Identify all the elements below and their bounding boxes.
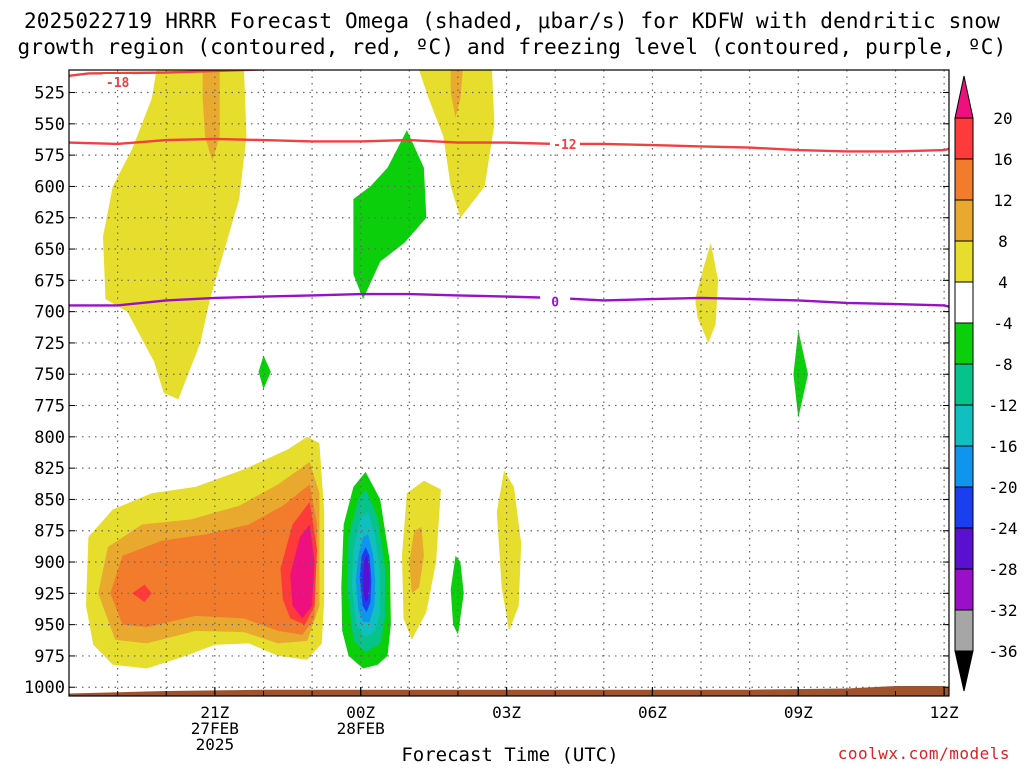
colorbar-label-0: 20	[993, 109, 1012, 128]
colorbar-swatch-6	[954, 363, 974, 406]
contour-line--18	[69, 70, 273, 77]
omega-region-6	[258, 355, 271, 390]
y-tick-label-10: 775	[34, 397, 65, 417]
y-tick-label-17: 950	[34, 616, 65, 636]
y-tick-label-7: 700	[34, 303, 65, 323]
omega-region-4	[353, 130, 427, 300]
colorbar-swatch-11	[954, 568, 974, 611]
omega-region-23	[496, 470, 522, 631]
omega-region-21	[409, 527, 424, 594]
x-tick-label-4-0: 09Z	[784, 703, 813, 722]
plot-area: -18 -12 0	[69, 70, 949, 696]
contour-label-bg-0	[540, 293, 571, 310]
x-tick-label-1-1: 28FEB	[337, 719, 385, 738]
colorbar-swatch-5	[954, 322, 974, 365]
omega-region-10	[110, 484, 317, 635]
x-tick-label-5-0: 12Z	[930, 703, 959, 722]
contour-label--12: -12	[553, 138, 576, 153]
axes-layer: 525 550 575 600 625 650 675 700 725 750 775 800 825 8…	[24, 69, 959, 754]
credit-text: coolwx.com/models	[837, 744, 1010, 763]
contour-label--18: -18	[106, 76, 130, 91]
colorbar-swatch-1	[954, 158, 974, 201]
colorbar-label-5: -4	[993, 314, 1012, 333]
plot-frame	[68, 69, 950, 697]
colorbar-label-7: -12	[989, 396, 1018, 415]
chart-title-line-1: 2025022719 HRRR Forecast Omega (shaded, …	[23, 9, 1001, 33]
colorbar-label-9: -20	[989, 478, 1018, 497]
x-axis-label: Forecast Time (UTC)	[401, 744, 619, 766]
y-tick-label-13: 850	[34, 490, 65, 510]
y-tick-label-5: 650	[34, 240, 65, 260]
omega-region-22	[450, 555, 464, 635]
chart-title-line-2: growth region (contoured, red, ºC) and f…	[17, 35, 1007, 59]
colorbar-swatch-12	[954, 609, 974, 652]
colorbar-label-13: -36	[989, 642, 1018, 661]
y-tick-label-19: 1000	[24, 678, 65, 698]
y-tick-label-8: 725	[34, 334, 65, 354]
contour-line-0	[69, 292, 949, 308]
y-tick-label-12: 825	[34, 459, 65, 479]
colorbar-swatch-0	[954, 117, 974, 160]
colorbar-swatch-2	[954, 199, 974, 242]
colorbar-label-10: -24	[989, 519, 1018, 538]
colorbar-swatch-8	[954, 445, 974, 488]
colorbar-label-6: -8	[993, 355, 1012, 374]
colorbar-label-3: 8	[998, 232, 1008, 251]
colorbar-label-12: -32	[989, 601, 1018, 620]
y-tick-label-3: 600	[34, 177, 65, 197]
y-tick-label-9: 750	[34, 365, 65, 385]
colorbar-over-triangle	[954, 75, 974, 119]
colorbar-label-8: -16	[989, 437, 1018, 456]
x-tick-label-2-0: 03Z	[492, 703, 521, 722]
omega-region-3	[450, 70, 463, 118]
y-tick-label-11: 800	[34, 428, 65, 448]
contour-label-bg--18	[102, 74, 133, 90]
omega-region-2	[419, 70, 495, 218]
contour-line--12	[69, 137, 949, 153]
y-tick-label-14: 875	[34, 522, 65, 542]
colorbar-label-2: 12	[993, 191, 1012, 210]
contour-label-bg--12	[549, 135, 580, 152]
y-tick-label-2: 575	[34, 146, 65, 166]
omega-region-0	[103, 70, 247, 400]
x-tick-label-0-1: 27FEB	[191, 719, 239, 738]
contour-label-0: 0	[551, 296, 559, 311]
chart-title: 2025022719 HRRR Forecast Omega (shaded, …	[0, 8, 1024, 60]
colorbar-under-triangle	[954, 650, 974, 692]
y-tick-label-1: 550	[34, 115, 65, 135]
omega-region-12	[290, 524, 315, 619]
y-tick-label-18: 975	[34, 647, 65, 667]
colorbar-swatch-4	[954, 281, 974, 324]
colorbar-label-11: -28	[989, 560, 1018, 579]
y-tick-label-0: 525	[34, 84, 65, 104]
colorbar-label-4: 4	[998, 273, 1008, 292]
colorbar-swatch-7	[954, 404, 974, 447]
colorbar-swatch-3	[954, 240, 974, 283]
terrain-fill	[69, 686, 949, 696]
omega-region-19	[363, 554, 370, 603]
y-tick-label-15: 900	[34, 553, 65, 573]
y-tick-label-6: 675	[34, 271, 65, 291]
plot-layer: -18 -12 0	[69, 70, 949, 696]
omega-region-7	[793, 330, 808, 419]
x-tick-label-0-0: 21Z	[200, 703, 229, 722]
colorbar: 20 16 12 8 4 -4 -8 -12 -16 -20 -24 -28 -32 -36	[954, 75, 1018, 692]
x-tick-label-1-0: 00Z	[346, 703, 375, 722]
y-tick-label-16: 925	[34, 584, 65, 604]
colorbar-label-1: 16	[993, 150, 1012, 169]
y-tick-label-4: 625	[34, 209, 65, 229]
omega-region-5	[695, 242, 719, 343]
x-tick-label-3-0: 06Z	[638, 703, 667, 722]
x-tick-label-0-2: 2025	[196, 735, 235, 754]
colorbar-swatch-9	[954, 486, 974, 529]
colorbar-swatch-10	[954, 527, 974, 570]
